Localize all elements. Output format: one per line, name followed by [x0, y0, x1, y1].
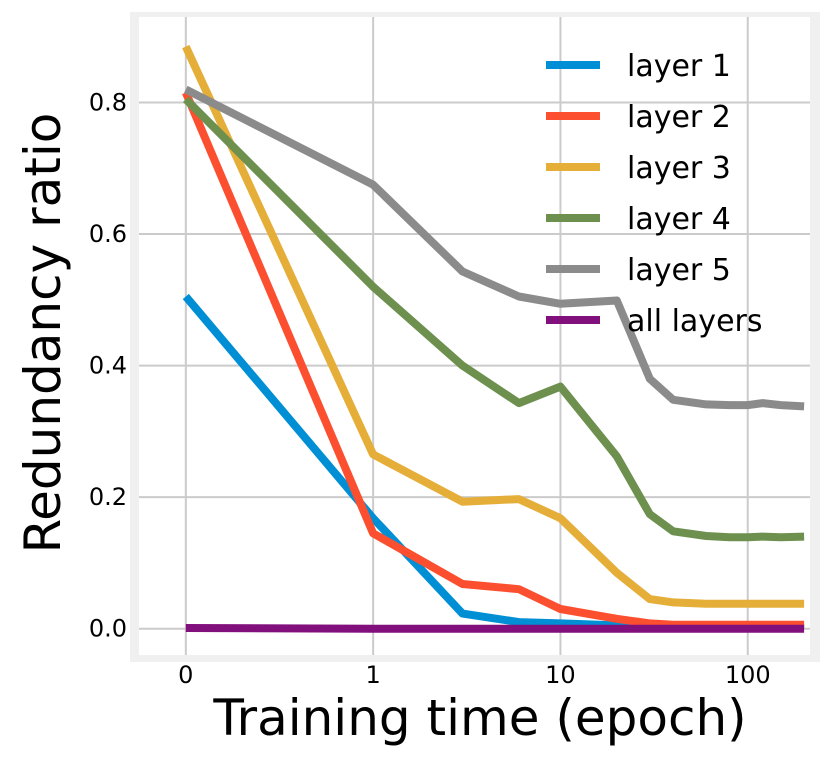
- y-tick-label: 0.8: [89, 89, 127, 117]
- legend-label-layer-4: layer 4: [627, 202, 731, 237]
- series-line-all-layers: [185, 624, 805, 633]
- legend-label-layer-1: layer 1: [627, 49, 731, 84]
- series-line-layer-5: [183, 85, 805, 411]
- series-line-layer-3: [182, 44, 805, 608]
- legend: layer 1 layer 2 layer 3 layer 4 layer 5 all l…: [546, 49, 762, 339]
- x-tick-label: 10: [545, 661, 576, 689]
- y-tick-label: 0.0: [89, 615, 127, 643]
- x-tick-label: 100: [725, 661, 771, 689]
- legend-label-layer-2: layer 2: [627, 100, 731, 135]
- x-tick-label: 1: [365, 661, 380, 689]
- legend-label-layer-5: layer 5: [627, 253, 731, 288]
- legend-label-layer-3: layer 3: [627, 151, 731, 186]
- series-lines: [182, 44, 805, 633]
- x-tick-label: 0: [178, 661, 193, 689]
- y-tick-label: 0.2: [89, 483, 127, 511]
- x-axis-label: Training time (epoch): [212, 689, 746, 747]
- legend-label-all-layers: all layers: [627, 304, 762, 339]
- y-tick-label: 0.4: [89, 352, 127, 380]
- tick-labels: 0 1 10 100 0.0 0.2 0.4 0.6 0.8: [89, 89, 771, 689]
- series-line-layer-4: [182, 96, 805, 542]
- y-axis-label: Redundancy ratio: [14, 113, 72, 554]
- y-tick-label: 0.6: [89, 220, 127, 248]
